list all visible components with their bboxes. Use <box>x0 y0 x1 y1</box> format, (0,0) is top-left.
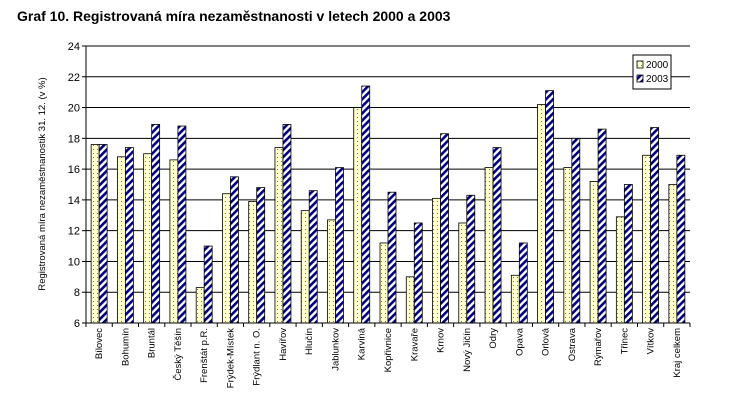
bar-2000-18 <box>537 104 546 324</box>
x-tick-label: Kravaře <box>409 328 420 361</box>
bar-2000-15 <box>458 222 468 324</box>
bar-2003-15 <box>466 194 476 324</box>
y-tick-label: 20 <box>68 103 80 115</box>
bar-2003-12 <box>387 191 397 324</box>
y-tick-label: 18 <box>68 133 80 145</box>
bar-2000-13 <box>405 276 415 324</box>
legend: 2000 2003 <box>632 54 672 90</box>
x-tick-label: Kopřivnice <box>383 328 394 372</box>
bar-2003-14 <box>440 133 449 324</box>
x-tick-label: Frýdlant n. O. <box>252 328 263 386</box>
legend-swatch-2000 <box>636 60 644 69</box>
y-tick-label: 16 <box>68 164 80 176</box>
bar-2003-2 <box>124 147 134 324</box>
x-tick-label: Havířov <box>278 328 289 361</box>
x-tick-label: Opava <box>514 327 525 356</box>
legend-swatch-2003 <box>636 74 644 83</box>
x-tick-label: Nový Jičín <box>462 328 473 372</box>
x-tick-labels: Bílovec Bohumín Bruntál Český Těšín Frenštát… <box>85 323 691 388</box>
x-tick-label: Orlová <box>541 327 552 356</box>
chart-title: Graf 10. Registrovaná míra nezaměstnanos… <box>17 8 451 24</box>
bar-2003-16 <box>492 147 502 324</box>
y-tick-label: 22 <box>68 72 80 84</box>
y-tick-label: 12 <box>68 226 80 238</box>
bar-2000-5 <box>195 287 205 324</box>
bar-2003-6 <box>230 176 239 324</box>
x-tick-label: Karviná <box>357 327 368 360</box>
bar-2000-16 <box>484 167 494 324</box>
bar-2000-9 <box>300 210 310 324</box>
bar-2000-2 <box>116 156 126 324</box>
x-tick-label: Rýmařov <box>593 328 604 366</box>
x-tick-label: Frýdek-Místek <box>225 328 236 388</box>
bar-2003-5 <box>203 245 213 324</box>
bars <box>90 85 686 324</box>
bar-2000-20 <box>589 181 599 324</box>
bar-2003-8 <box>282 124 292 324</box>
bar-2000-17 <box>510 274 520 324</box>
y-tick-label: 6 <box>74 318 80 330</box>
y-tick-label: 24 <box>68 41 80 53</box>
x-tick-label: Bílovec <box>94 328 105 359</box>
legend-label-2003: 2003 <box>646 74 669 85</box>
bar-2000-21 <box>615 216 625 324</box>
x-tick-label: Hlučín <box>304 328 315 355</box>
bar-2000-1 <box>90 144 100 324</box>
bar-2003-21 <box>623 184 633 324</box>
x-tick-label: Jablunkov <box>330 328 341 371</box>
legend-label-2000: 2000 <box>646 60 669 71</box>
bar-2000-4 <box>169 159 179 324</box>
bar-2003-18 <box>545 90 554 324</box>
bar-2000-22 <box>642 154 652 324</box>
y-axis-label: Registrovaná míra nezaměstnanostik 31. 1… <box>37 77 48 290</box>
x-tick-label: Kraj celkem <box>672 328 683 378</box>
bar-2000-23 <box>668 184 678 324</box>
bar-2003-7 <box>256 187 266 324</box>
y-tick-label: 10 <box>68 256 80 268</box>
bar-2000-19 <box>563 167 573 324</box>
x-tick-label: Frenštát p.R. <box>199 328 210 383</box>
bar-2000-7 <box>248 201 258 324</box>
bar-2003-22 <box>650 127 660 324</box>
bar-2003-23 <box>676 154 686 324</box>
x-tick-label: Český Těšín <box>173 328 184 381</box>
y-tick-labels: 6 8 10 12 14 16 18 20 22 24 <box>68 41 86 330</box>
y-tick-label: 14 <box>68 195 80 207</box>
x-tick-label: Krnov <box>436 328 447 353</box>
bar-2003-19 <box>571 137 581 324</box>
y-tick-label: 8 <box>74 287 80 299</box>
bar-2000-12 <box>379 242 389 324</box>
bar-2003-11 <box>361 85 371 324</box>
bar-2000-14 <box>432 197 441 324</box>
bar-2000-10 <box>327 219 336 324</box>
x-tick-label: Bruntál <box>147 328 158 358</box>
x-tick-label: Odry <box>488 328 499 349</box>
axes <box>85 46 690 324</box>
bar-2003-10 <box>335 167 344 324</box>
bar-2003-9 <box>308 190 318 324</box>
bar-2003-20 <box>597 128 607 324</box>
x-tick-label: Vítkov <box>646 328 657 355</box>
x-tick-label: Ostrava <box>567 327 578 361</box>
x-tick-label: Bohumín <box>120 328 131 366</box>
x-tick-label: Třinec <box>619 328 630 355</box>
bar-2000-11 <box>353 107 363 324</box>
bar-2003-17 <box>518 242 528 324</box>
bar-2003-3 <box>151 124 161 324</box>
bar-2003-13 <box>413 222 423 324</box>
bar-2003-4 <box>177 125 187 324</box>
bar-2000-8 <box>274 147 284 324</box>
bar-2003-1 <box>98 144 108 324</box>
bar-2000-3 <box>143 153 153 324</box>
bar-2000-6 <box>222 193 231 324</box>
